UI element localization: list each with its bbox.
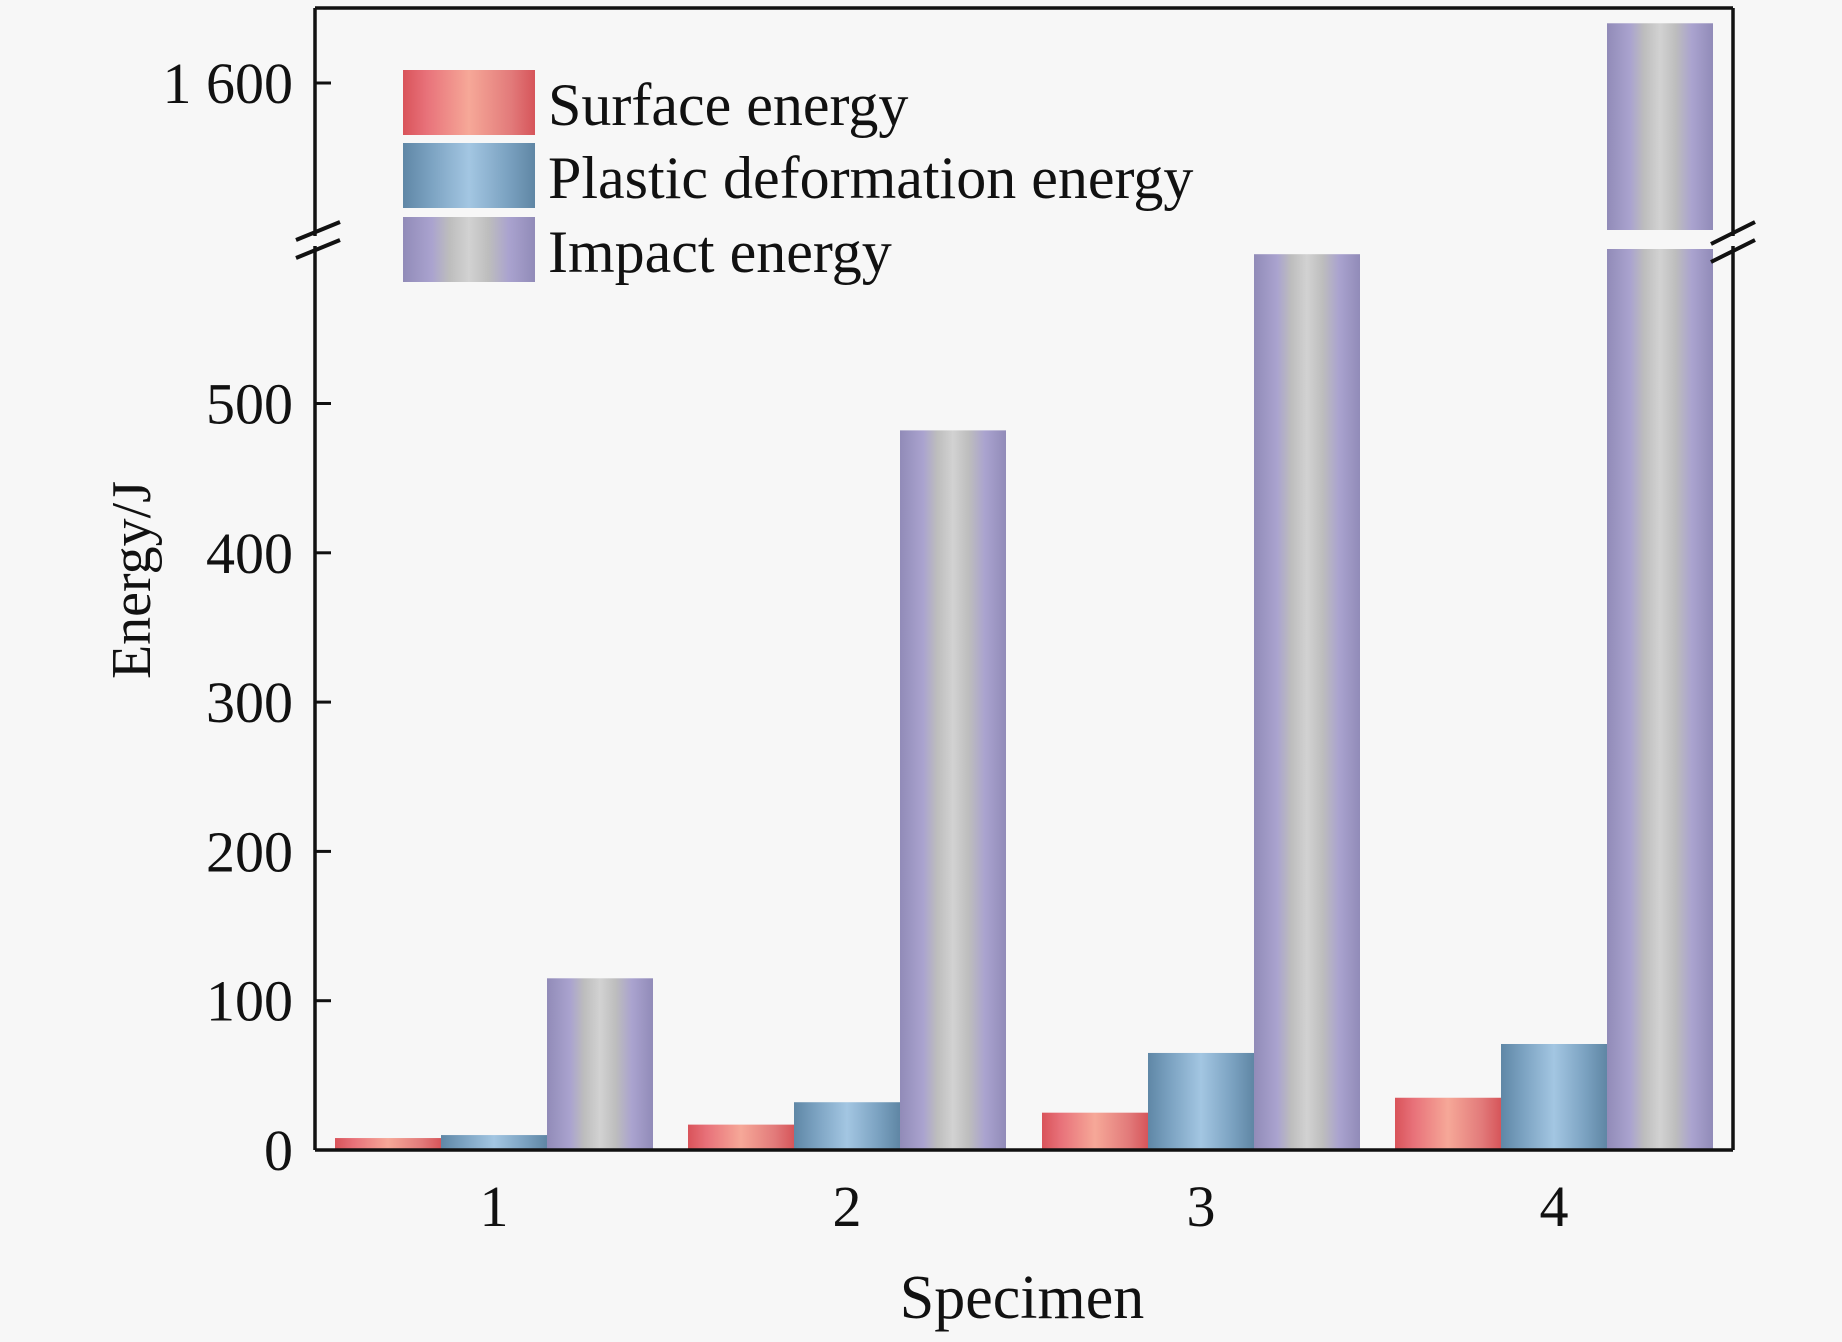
y-tick-400-label: 400 — [206, 521, 293, 586]
x-tick-label-4: 4 — [1540, 1174, 1569, 1239]
plot-frame — [313, 6, 1735, 1152]
x-ticks: 1 2 3 4 — [480, 1174, 1569, 1239]
x-tick-label-2: 2 — [833, 1174, 862, 1239]
y-ticks: 0 100 200 300 400 500 1 600 — [163, 51, 331, 1183]
legend-label-plastic-deformation-energy: Plastic deformation energy — [548, 145, 1193, 211]
axis-break-right — [1710, 220, 1756, 264]
legend: Surface energy Plastic deformation energ… — [403, 70, 1193, 285]
legend-item-surface-energy: Surface energy — [403, 70, 908, 138]
bar-plastic-deformation-energy-specimen-4 — [1501, 1043, 1607, 1150]
bar-plastic-deformation-energy-specimen-2 — [794, 1102, 900, 1150]
bar-surface-energy-specimen-3 — [1042, 1112, 1148, 1150]
x-tick-label-1: 1 — [480, 1174, 509, 1239]
y-tick-200-label: 200 — [206, 819, 293, 884]
x-axis-label: Specimen — [900, 1264, 1145, 1332]
legend-item-plastic-deformation-energy: Plastic deformation energy — [403, 143, 1193, 211]
legend-swatch-impact-energy — [403, 217, 535, 282]
legend-swatch-plastic-deformation-energy — [403, 143, 535, 208]
legend-label-surface-energy: Surface energy — [548, 72, 908, 138]
y-tick-300-label: 300 — [206, 670, 293, 735]
bar-impact-energy-specimen-4-lower — [1607, 249, 1713, 1150]
bar-plastic-deformation-energy-specimen-1 — [441, 1135, 547, 1150]
bar-surface-energy-specimen-2 — [688, 1124, 794, 1150]
bar-plastic-deformation-energy-specimen-3 — [1148, 1052, 1254, 1150]
y-tick-0-label: 0 — [264, 1118, 293, 1183]
bar-surface-energy-specimen-4 — [1395, 1097, 1501, 1150]
bar-impact-energy-specimen-3 — [1254, 254, 1360, 1150]
y-tick-100-label: 100 — [206, 969, 293, 1034]
y-tick-1600-label: 1 600 — [163, 51, 294, 116]
bar-surface-energy-specimen-1 — [335, 1138, 441, 1150]
y-axis-label: Energy/J — [101, 481, 163, 679]
legend-label-impact-energy: Impact energy — [548, 219, 892, 285]
axis-break-left — [295, 220, 341, 260]
legend-swatch-surface-energy — [403, 70, 535, 135]
bar-impact-energy-specimen-1 — [547, 978, 653, 1150]
legend-item-impact-energy: Impact energy — [403, 217, 892, 285]
bar-impact-energy-specimen-4-upper — [1607, 23, 1713, 231]
x-tick-label-3: 3 — [1187, 1174, 1216, 1239]
y-tick-500-label: 500 — [206, 372, 293, 437]
bar-impact-energy-specimen-2 — [900, 430, 1006, 1150]
bars-layer — [335, 23, 1713, 1150]
